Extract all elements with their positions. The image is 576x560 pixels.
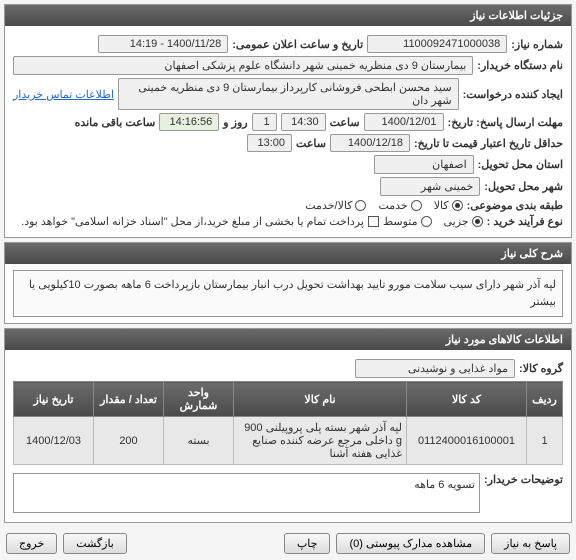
process-radio-group: جزیی متوسط	[383, 215, 483, 228]
days-label: روز و	[223, 116, 247, 129]
panel-header-desc: شرح کلی نیاز	[5, 243, 571, 264]
radio-medium[interactable]: متوسط	[383, 215, 432, 228]
table-row[interactable]: 1 0112400016100001 لپه آذر شهر بسته پلی …	[14, 417, 563, 465]
announce-datetime-field: 1400/11/28 - 14:19	[98, 35, 228, 53]
print-button[interactable]: چاپ	[284, 533, 331, 554]
buyer-contact-link[interactable]: اطلاعات تماس خریدار	[13, 88, 114, 101]
time-label-2: ساعت	[296, 137, 326, 150]
col-unit: واحد شمارش	[164, 382, 234, 417]
group-label: گروه کالا:	[519, 362, 563, 375]
cell-date: 1400/12/03	[14, 417, 94, 465]
need-number-field: 1100092471000038	[367, 35, 507, 53]
panel-header-items: اطلاعات کالاهای مورد نیاز	[5, 329, 571, 350]
delivery-province-label: استان محل تحویل:	[478, 158, 563, 171]
need-description: لپه آذر شهر دارای سیب سلامت مورو تایید ب…	[13, 270, 563, 317]
cell-qty: 200	[94, 417, 164, 465]
process-label: نوع فرآیند خرید :	[487, 215, 563, 228]
category-label: طبقه بندی موضوعی:	[467, 199, 563, 212]
cell-unit: بسته	[164, 417, 234, 465]
remaining-time-field: 14:16:56	[159, 113, 219, 131]
send-date-field: 1400/12/01	[364, 113, 444, 131]
cell-code: 0112400016100001	[407, 417, 527, 465]
col-row: ردیف	[527, 382, 563, 417]
validity-date-field: 1400/12/18	[330, 134, 410, 152]
group-field: مواد غذایی و نوشیدنی	[355, 359, 515, 378]
col-qty: تعداد / مقدار	[94, 382, 164, 417]
payment-checkbox[interactable]	[368, 216, 379, 227]
delivery-city-field: خمینی شهر	[380, 177, 480, 196]
panel-header-details: جزئیات اطلاعات نیاز	[5, 5, 571, 26]
need-number-label: شماره نیاز:	[511, 38, 563, 51]
cell-idx: 1	[527, 417, 563, 465]
radio-both-label: کالا/خدمت	[305, 199, 352, 212]
col-name: نام کالا	[234, 382, 407, 417]
radio-partial[interactable]: جزیی	[444, 215, 483, 228]
cell-name: لپه آذر شهر بسته پلی پروپیلنی 900 g داخل…	[234, 417, 407, 465]
radio-medium-label: متوسط	[383, 215, 418, 228]
time-label-1: ساعت	[330, 116, 360, 129]
creator-label: ایجاد کننده درخواست:	[463, 88, 563, 101]
payment-note: پرداخت تمام یا بخشی از مبلغ خرید،از محل …	[21, 215, 364, 228]
radio-goods-label: کالا	[434, 199, 449, 212]
buyer-field: بیمارستان 9 دی منظریه خمینی شهر دانشگاه …	[13, 56, 473, 75]
send-time-field: 14:30	[281, 113, 326, 131]
reply-button[interactable]: پاسخ به نیاز	[491, 533, 570, 554]
category-radio-group: کالا خدمت کالا/خدمت	[305, 199, 462, 212]
radio-partial-label: جزیی	[444, 215, 469, 228]
radio-goods[interactable]: کالا	[434, 199, 463, 212]
items-table: ردیف کد کالا نام کالا واحد شمارش تعداد /…	[13, 381, 563, 465]
col-date: تاریخ نیاز	[14, 382, 94, 417]
buyer-label: نام دستگاه خریدار:	[477, 59, 563, 72]
creator-field: سید محسن ابطحی فروشانی کارپرداز بیمارستا…	[118, 78, 459, 110]
attachments-button[interactable]: مشاهده مدارک پیوستی (0)	[336, 533, 485, 554]
radio-both[interactable]: کالا/خدمت	[305, 199, 366, 212]
radio-service[interactable]: خدمت	[378, 199, 421, 212]
buyer-note-label: توضیحات خریدار:	[484, 473, 563, 486]
col-code: کد کالا	[407, 382, 527, 417]
buyer-note-box: تسویه 6 ماهه	[13, 473, 480, 513]
delivery-province-field: اصفهان	[374, 155, 474, 174]
announce-datetime-label: تاریخ و ساعت اعلان عمومی:	[232, 38, 363, 51]
validity-time-field: 13:00	[247, 134, 292, 152]
radio-service-label: خدمت	[378, 199, 407, 212]
days-field: 1	[252, 113, 277, 131]
exit-button[interactable]: خروج	[6, 533, 57, 554]
send-deadline-label: مهلت ارسال پاسخ: تاریخ:	[448, 116, 563, 129]
remaining-label: ساعت باقی مانده	[75, 116, 156, 129]
back-button[interactable]: بازگشت	[63, 533, 127, 554]
delivery-city-label: شهر محل تحویل:	[484, 180, 563, 193]
validity-label: حداقل تاریخ اعتبار قیمت تا تاریخ:	[414, 137, 563, 150]
